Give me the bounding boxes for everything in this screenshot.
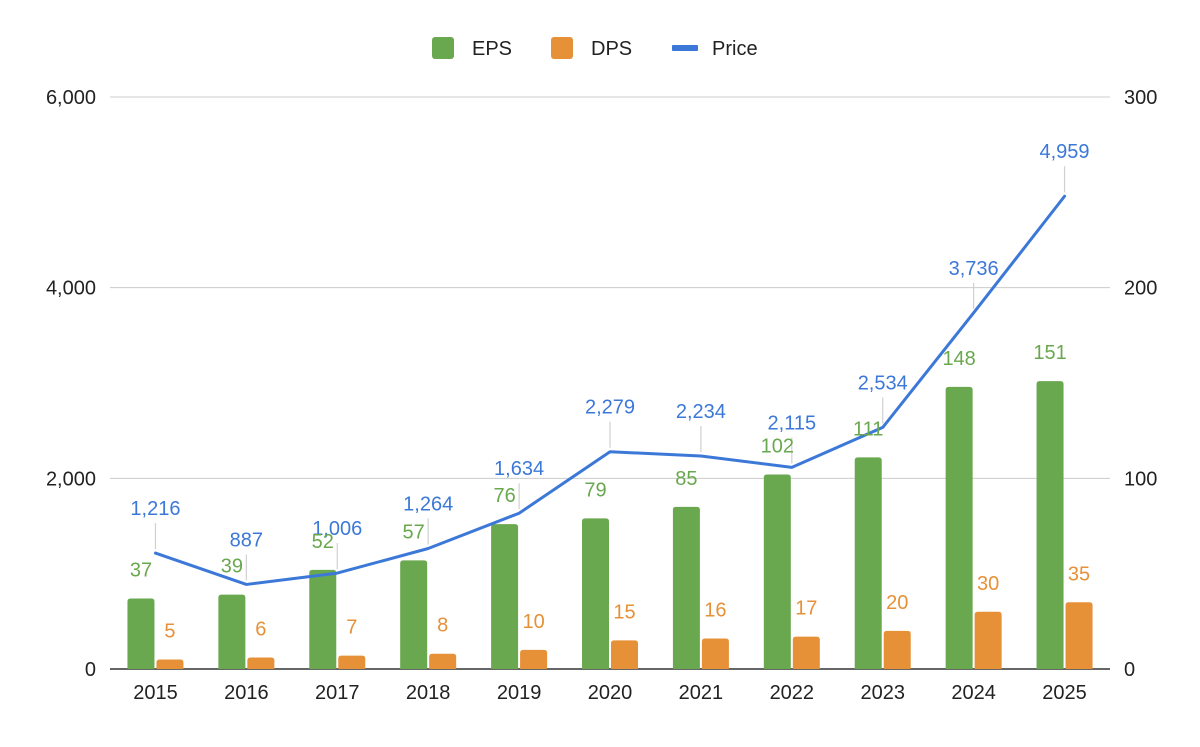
dps-bar (429, 653, 457, 669)
dps-data-label: 10 (522, 611, 544, 633)
x-tick-label: 2022 (770, 682, 815, 704)
legend-item-eps: EPS (432, 37, 512, 60)
eps-data-label: 111 (853, 418, 883, 440)
eps-bar (672, 506, 700, 669)
dps-bar (338, 655, 366, 669)
price-data-label: 2,115 (768, 412, 817, 434)
x-tick-label: 2024 (951, 682, 996, 704)
label-leaders (154, 166, 1066, 581)
dps-bar (247, 657, 275, 669)
eps-data-label: 76 (493, 485, 515, 507)
price-line (153, 194, 1067, 586)
price-data-label: 4,959 (1040, 141, 1090, 163)
x-tick-label: 2015 (133, 682, 178, 704)
right-y-axis: 0 100 200 300 (1124, 87, 1157, 681)
legend-label: EPS (472, 38, 512, 60)
dps-bar (156, 659, 184, 669)
left-y-tick-label: 4,000 (46, 278, 96, 300)
eps-bar (127, 598, 155, 669)
dps-data-label: 16 (704, 599, 726, 621)
right-y-tick-label: 0 (1124, 659, 1135, 681)
eps-bar (309, 569, 337, 669)
eps-data-label: 151 (1033, 342, 1066, 364)
eps-bar (945, 386, 973, 669)
x-tick-label: 2016 (224, 682, 269, 704)
price-data-label: 1,264 (403, 493, 453, 515)
dps-data-label: 20 (886, 592, 908, 614)
dps-bar (974, 611, 1002, 669)
left-y-tick-label: 2,000 (46, 468, 96, 490)
right-y-tick-label: 300 (1124, 87, 1157, 109)
eps-bar (218, 594, 246, 669)
x-tick-label: 2017 (315, 682, 360, 704)
price-data-label: 1,006 (312, 518, 362, 540)
dps-data-label: 30 (977, 573, 999, 595)
price-data-label: 2,279 (585, 397, 635, 419)
legend-swatch (432, 37, 454, 59)
eps-bar (400, 560, 428, 669)
legend-item-dps: DPS (551, 37, 632, 60)
eps-data-label: 79 (584, 479, 606, 501)
x-tick-label: 2025 (1042, 682, 1087, 704)
x-axis: 2015 2016 2017 2018 2019 2020 2021 2022 2023 2024… (133, 682, 1087, 704)
eps-data-label: 37 (130, 559, 152, 581)
x-tick-label: 2018 (406, 682, 451, 704)
price-data-label: 1,634 (494, 458, 544, 480)
dps-bar (701, 638, 729, 669)
dps-data-label: 6 (255, 619, 266, 641)
dps-bar (792, 636, 820, 669)
dps-data-label: 5 (164, 620, 175, 642)
eps-bar (582, 518, 609, 669)
eps-data-label: 148 (942, 348, 975, 370)
price-data-label: 1,216 (130, 498, 180, 520)
eps-bar (763, 474, 791, 669)
eps-bar (491, 524, 519, 669)
left-y-tick-label: 0 (85, 659, 96, 681)
price-data-label: 3,736 (949, 258, 999, 280)
dps-bar (611, 640, 638, 669)
gridlines (110, 96, 1110, 670)
price-data-label: 2,234 (676, 401, 726, 423)
price-data-label: 2,534 (858, 372, 908, 394)
eps-data-label: 102 (761, 436, 794, 458)
eps-data-label: 85 (675, 468, 697, 490)
data-labels: 1,2163758873961,0065271,2645781,63476102… (130, 141, 1090, 642)
dps-data-label: 35 (1068, 563, 1090, 585)
dps-data-label: 17 (795, 598, 817, 620)
legend-label: Price (712, 38, 758, 60)
eps-bar (854, 457, 882, 669)
x-tick-label: 2021 (679, 682, 724, 704)
right-y-tick-label: 100 (1124, 468, 1157, 490)
eps-data-label: 52 (312, 531, 334, 553)
legend: EPS DPS Price (432, 37, 758, 60)
x-tick-label: 2019 (497, 682, 542, 704)
legend-label: DPS (591, 38, 632, 60)
dps-data-label: 15 (613, 601, 635, 623)
legend-item-price: Price (672, 38, 758, 60)
right-y-tick-label: 200 (1124, 278, 1157, 300)
x-tick-label: 2023 (860, 682, 905, 704)
legend-swatch (672, 45, 698, 51)
eps-data-label: 39 (221, 556, 243, 578)
eps-bar (1036, 381, 1064, 669)
legend-swatch (551, 37, 573, 59)
dps-bar (883, 630, 911, 669)
price-data-label: 887 (230, 529, 263, 551)
eps-data-label: 57 (403, 521, 425, 543)
dps-bar (520, 649, 548, 669)
dps-data-label: 8 (437, 615, 448, 637)
bars (127, 381, 1093, 669)
dps-bar (1065, 602, 1093, 669)
left-y-axis: 0 2,000 4,000 6,000 (46, 87, 96, 681)
dps-data-label: 7 (346, 617, 357, 639)
left-y-tick-label: 6,000 (46, 87, 96, 109)
x-tick-label: 2020 (588, 682, 633, 704)
price-line-path (153, 194, 1067, 586)
